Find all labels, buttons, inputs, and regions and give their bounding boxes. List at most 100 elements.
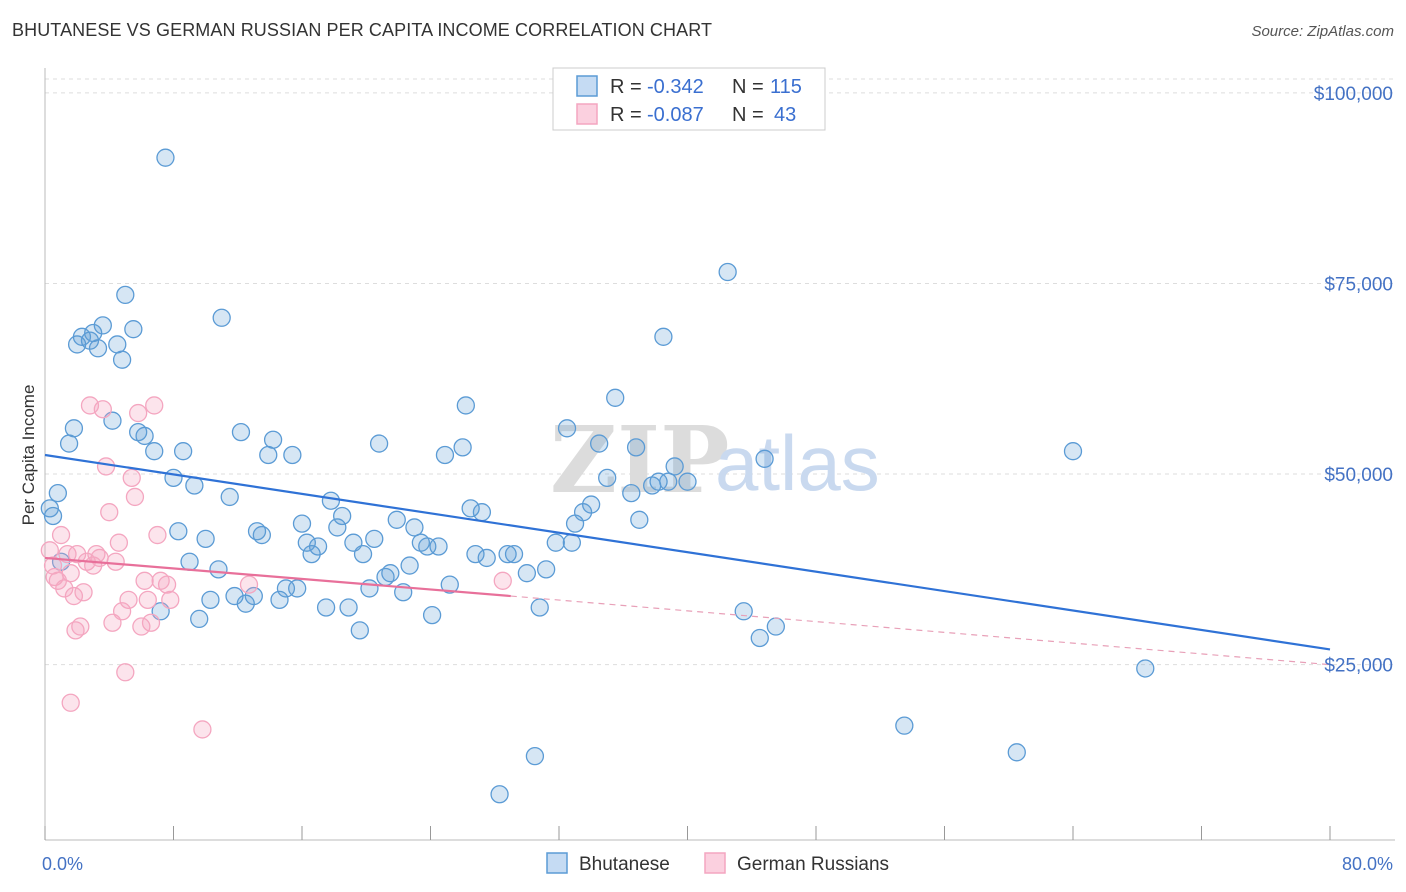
bhutanese-point-92: [598, 468, 617, 488]
german-russians-point-21: [100, 503, 119, 522]
bottom-legend-bhutanese: Bhutanese: [579, 854, 670, 875]
x-tick-label-end: 80.0%: [1342, 854, 1393, 874]
bhutanese-point-87: [562, 533, 581, 552]
legend-r-label-2: R =: [610, 104, 642, 126]
german-russians-point-26: [116, 663, 135, 682]
bhutanese-point-84: [537, 560, 556, 579]
german-russians-point-34: [141, 613, 161, 632]
bhutanese-point-23: [169, 522, 188, 541]
bhutanese-point-93: [606, 388, 625, 407]
bhutanese-point-70: [435, 445, 455, 465]
bhutanese-point-53: [339, 598, 358, 617]
trend-lines: [44, 453, 1331, 666]
bhutanese-point-55: [350, 621, 369, 640]
y-axis-label: Per Capita Income: [19, 385, 38, 526]
bhutanese-point-76: [472, 503, 492, 522]
bhutanese-point-30: [209, 560, 228, 579]
bhutanese-point-16: [124, 320, 143, 339]
bhutanese-point-71: [440, 575, 459, 594]
german-russians-point-31: [132, 617, 151, 636]
y-tick-label-1: $50,000: [1324, 465, 1393, 486]
bhutanese-point-68: [422, 605, 442, 625]
bhutanese-point-77: [477, 548, 496, 568]
bhutanese-point-74: [461, 499, 480, 518]
german-russians-point-23: [106, 552, 125, 571]
bhutanese-point-19: [145, 442, 164, 461]
legend-n-value-2: 43: [774, 104, 796, 126]
bhutanese-point-31: [212, 308, 231, 327]
german-russians-point-9: [64, 586, 84, 606]
german-russians-point-35: [145, 396, 164, 415]
bhutanese-point-25: [180, 552, 199, 571]
watermark-zip: ZIP: [550, 406, 729, 514]
bhutanese-trend-line: [44, 453, 1331, 651]
bhutanese-point-15: [116, 285, 135, 305]
bhutanese-point-10: [88, 339, 108, 358]
bhutanese-point-39: [259, 445, 278, 465]
bhutanese-point-5: [64, 419, 84, 438]
series-german-russians-points: [40, 396, 512, 739]
german-russians-point-33: [138, 590, 157, 610]
german-russians-point-4: [51, 525, 71, 545]
bhutanese-point-27: [190, 609, 209, 629]
x-tick-labels: 0.0% 80.0%: [42, 854, 1393, 874]
bhutanese-point-103: [718, 262, 737, 282]
bhutanese-point-100: [659, 472, 678, 491]
bhutanese-point-85: [546, 533, 565, 552]
bhutanese-point-32: [220, 487, 239, 507]
bhutanese-point-75: [466, 544, 485, 564]
german-russians-trend-extension: [510, 595, 1331, 666]
german-russians-point-40: [193, 720, 212, 739]
bhutanese-point-99: [654, 327, 673, 346]
y-tick-labels: $25,000 $50,000 $75,000 $100,000: [1314, 84, 1393, 677]
bhutanese-point-101: [665, 457, 684, 476]
german-russians-point-41: [239, 575, 259, 594]
german-russians-point-30: [129, 403, 148, 423]
axes: [44, 68, 1395, 841]
bhutanese-point-80: [504, 544, 524, 564]
bhutanese-point-57: [360, 579, 379, 598]
bhutanese-point-43: [283, 445, 302, 465]
bhutanese-point-86: [557, 419, 577, 438]
bhutanese-point-56: [353, 544, 373, 564]
bhutanese-point-62: [387, 510, 406, 529]
bhutanese-point-59: [369, 434, 389, 453]
correlation-legend: R = -0.342 N = 115 R = -0.087 N = 43: [552, 67, 826, 131]
bhutanese-point-46: [297, 533, 316, 552]
bhutanese-point-38: [252, 525, 271, 545]
bhutanese-point-45: [292, 514, 312, 533]
bhutanese-point-78: [490, 785, 509, 804]
bhutanese-point-107: [766, 617, 785, 636]
bhutanese-point-98: [649, 472, 668, 491]
bhutanese-point-64: [400, 556, 419, 575]
bhutanese-point-52: [333, 506, 352, 526]
bhutanese-point-22: [164, 468, 183, 488]
german-russians-point-8: [61, 693, 80, 712]
bhutanese-point-96: [630, 510, 649, 529]
bhutanese-point-1: [48, 483, 67, 503]
legend-swatch-bhutanese: [576, 75, 598, 97]
german-russians-point-29: [125, 487, 145, 507]
bhutanese-point-91: [590, 434, 609, 453]
watermark-atlas: atlas: [715, 419, 880, 507]
bhutanese-point-109: [1007, 743, 1026, 762]
bhutanese-point-83: [530, 598, 549, 617]
series-legend: Bhutanese German Russians: [546, 852, 889, 875]
legend-n-value-1: 115: [770, 76, 802, 98]
german-russians-point-36: [148, 525, 167, 545]
bhutanese-point-108: [895, 716, 914, 735]
bhutanese-point-81: [517, 564, 537, 583]
bhutanese-point-34: [231, 422, 251, 442]
german-russians-point-12: [71, 617, 90, 636]
german-russians-point-27: [119, 590, 138, 610]
bhutanese-point-94: [622, 483, 641, 503]
x-tick-label-start: 0.0%: [42, 854, 83, 874]
german-russians-point-32: [135, 571, 154, 590]
y-tick-label-0: $25,000: [1324, 656, 1393, 677]
bhutanese-point-24: [173, 442, 193, 461]
y-tick-label-3: $100,000: [1314, 84, 1393, 105]
bhutanese-point-72: [453, 438, 472, 457]
chart-title: BHUTANESE VS GERMAN RUSSIAN PER CAPITA I…: [12, 20, 713, 40]
german-russians-point-11: [67, 544, 87, 564]
bottom-legend-german-russians: German Russians: [737, 854, 889, 875]
